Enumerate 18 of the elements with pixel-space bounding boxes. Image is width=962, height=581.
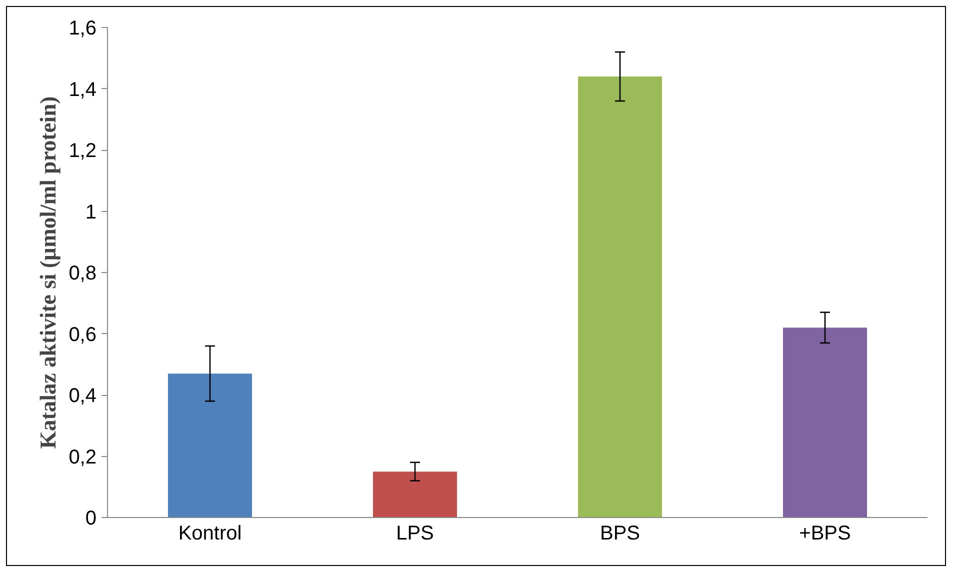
y-tick-label: 0,4 bbox=[68, 385, 97, 407]
y-tick-label: 1,4 bbox=[68, 78, 97, 101]
x-tick-label: +BPS bbox=[799, 522, 851, 544]
y-tick-label: 1 bbox=[85, 201, 96, 224]
y-tick-label: 0 bbox=[85, 508, 96, 530]
y-tick-label: 0,6 bbox=[68, 324, 97, 346]
bar bbox=[578, 76, 662, 518]
x-tick-label: Kontrol bbox=[178, 522, 242, 544]
y-tick-label: 0,2 bbox=[68, 446, 97, 468]
x-tick-label: BPS bbox=[600, 522, 640, 544]
bar bbox=[372, 472, 458, 518]
bar bbox=[782, 328, 868, 518]
y-tick-label: 1,6 bbox=[68, 18, 97, 40]
y-axis-title: Katalaz aktivite si (µmol/ml protein) bbox=[36, 96, 61, 449]
y-tick-label: 1,2 bbox=[68, 140, 97, 162]
x-tick-label: LPS bbox=[396, 522, 434, 544]
y-tick-label: 0,8 bbox=[68, 262, 97, 284]
bar bbox=[168, 374, 252, 518]
